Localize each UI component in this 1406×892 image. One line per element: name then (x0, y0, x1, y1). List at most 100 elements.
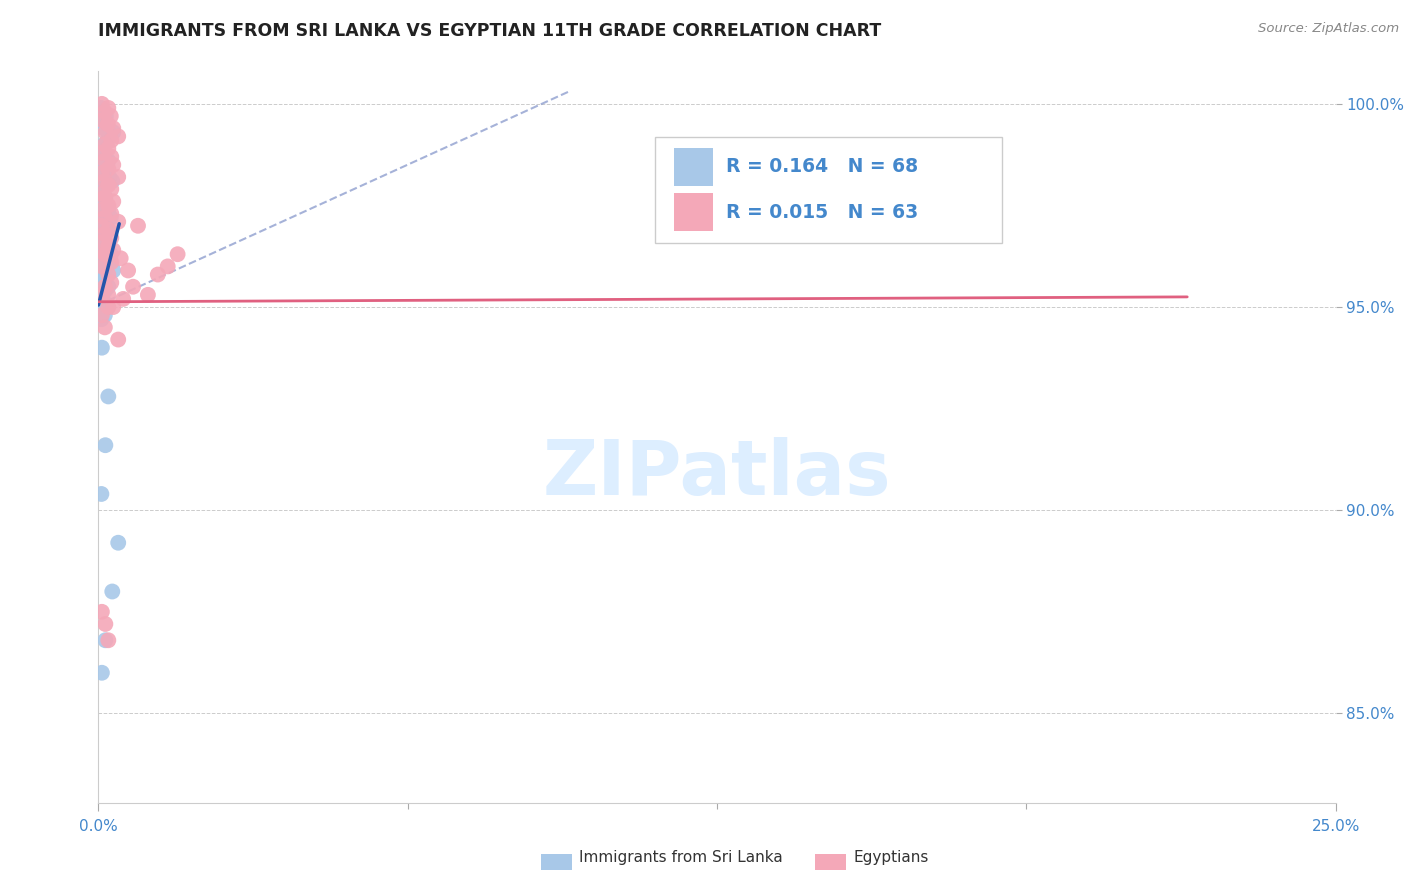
Point (97, 633, 120, 648)
Point (94, 260, 117, 274)
Point (90, 308, 112, 322)
Point (90, 96, 112, 111)
Point (107, 129, 129, 144)
Point (122, 279, 145, 293)
Text: R = 0.015   N = 63: R = 0.015 N = 63 (725, 202, 918, 222)
Point (100, 211, 122, 225)
Point (91, 142, 114, 156)
Point (94, 109, 117, 123)
Point (101, 174, 124, 188)
Point (93, 231, 115, 245)
Point (97, 178, 120, 193)
Point (97, 223, 120, 237)
Point (136, 288, 159, 302)
Point (97, 389, 120, 403)
Point (90, 202, 112, 217)
Point (94, 633, 117, 648)
Point (101, 584, 124, 599)
Point (90, 227, 112, 241)
Point (103, 194, 125, 209)
Point (90, 186, 112, 201)
Point (91, 113, 114, 128)
Point (100, 276, 122, 290)
Point (90, 260, 112, 274)
Point (97, 142, 120, 156)
Point (94, 206, 117, 220)
Point (90, 288, 112, 302)
Point (94, 296, 117, 310)
Point (103, 243, 125, 257)
Point (94, 174, 117, 188)
FancyBboxPatch shape (655, 137, 1001, 244)
Point (94, 137, 117, 152)
Text: Immigrants from Sri Lanka: Immigrants from Sri Lanka (579, 850, 783, 865)
Point (100, 255, 122, 269)
Point (90, 487, 112, 501)
Point (90, 166, 112, 180)
Point (94, 150, 117, 164)
Point (93, 137, 115, 152)
Point (90, 276, 112, 290)
Point (94, 227, 117, 241)
Point (94, 105, 117, 120)
Point (98, 169, 121, 184)
Point (112, 292, 135, 306)
Point (100, 150, 122, 164)
Point (94, 153, 117, 168)
Point (90, 145, 112, 160)
Text: Source: ZipAtlas.com: Source: ZipAtlas.com (1258, 22, 1399, 36)
Point (107, 169, 129, 184)
Point (94, 247, 117, 261)
Point (94, 247, 117, 261)
Point (91, 166, 114, 180)
Point (97, 239, 120, 253)
Point (94, 247, 117, 261)
Point (90, 215, 112, 229)
Point (90, 292, 112, 306)
Point (97, 268, 120, 282)
Point (90, 255, 112, 269)
Point (97, 288, 120, 302)
Point (90, 182, 112, 196)
Point (97, 153, 120, 168)
Point (94, 271, 117, 285)
Point (93, 105, 115, 120)
Point (94, 252, 117, 266)
Point (97, 300, 120, 314)
Point (90, 158, 112, 172)
Point (90, 243, 112, 257)
Point (97, 101, 120, 115)
Point (94, 125, 117, 139)
Point (90, 101, 112, 115)
Point (90, 198, 112, 212)
Point (93, 113, 115, 128)
Point (97, 279, 120, 293)
Point (107, 215, 129, 229)
Point (90, 300, 112, 314)
Point (94, 279, 117, 293)
Point (94, 211, 117, 225)
Point (100, 109, 122, 123)
Point (107, 333, 129, 347)
Point (100, 247, 122, 261)
Point (97, 223, 120, 237)
Point (91, 186, 114, 201)
Text: ZIPatlas: ZIPatlas (543, 437, 891, 510)
Point (94, 271, 117, 285)
Point (94, 178, 117, 193)
Point (97, 125, 120, 139)
Y-axis label: 11th Grade: 11th Grade (0, 393, 7, 481)
Point (90, 260, 112, 274)
Text: R = 0.164   N = 68: R = 0.164 N = 68 (725, 157, 918, 177)
Point (90, 194, 112, 209)
Point (97, 202, 120, 217)
Point (90, 235, 112, 249)
Point (97, 239, 120, 253)
Point (103, 121, 125, 136)
Point (94, 284, 117, 298)
Point (90, 665, 112, 680)
Point (90, 341, 112, 355)
Point (166, 247, 188, 261)
Point (103, 300, 125, 314)
Point (90, 605, 112, 619)
